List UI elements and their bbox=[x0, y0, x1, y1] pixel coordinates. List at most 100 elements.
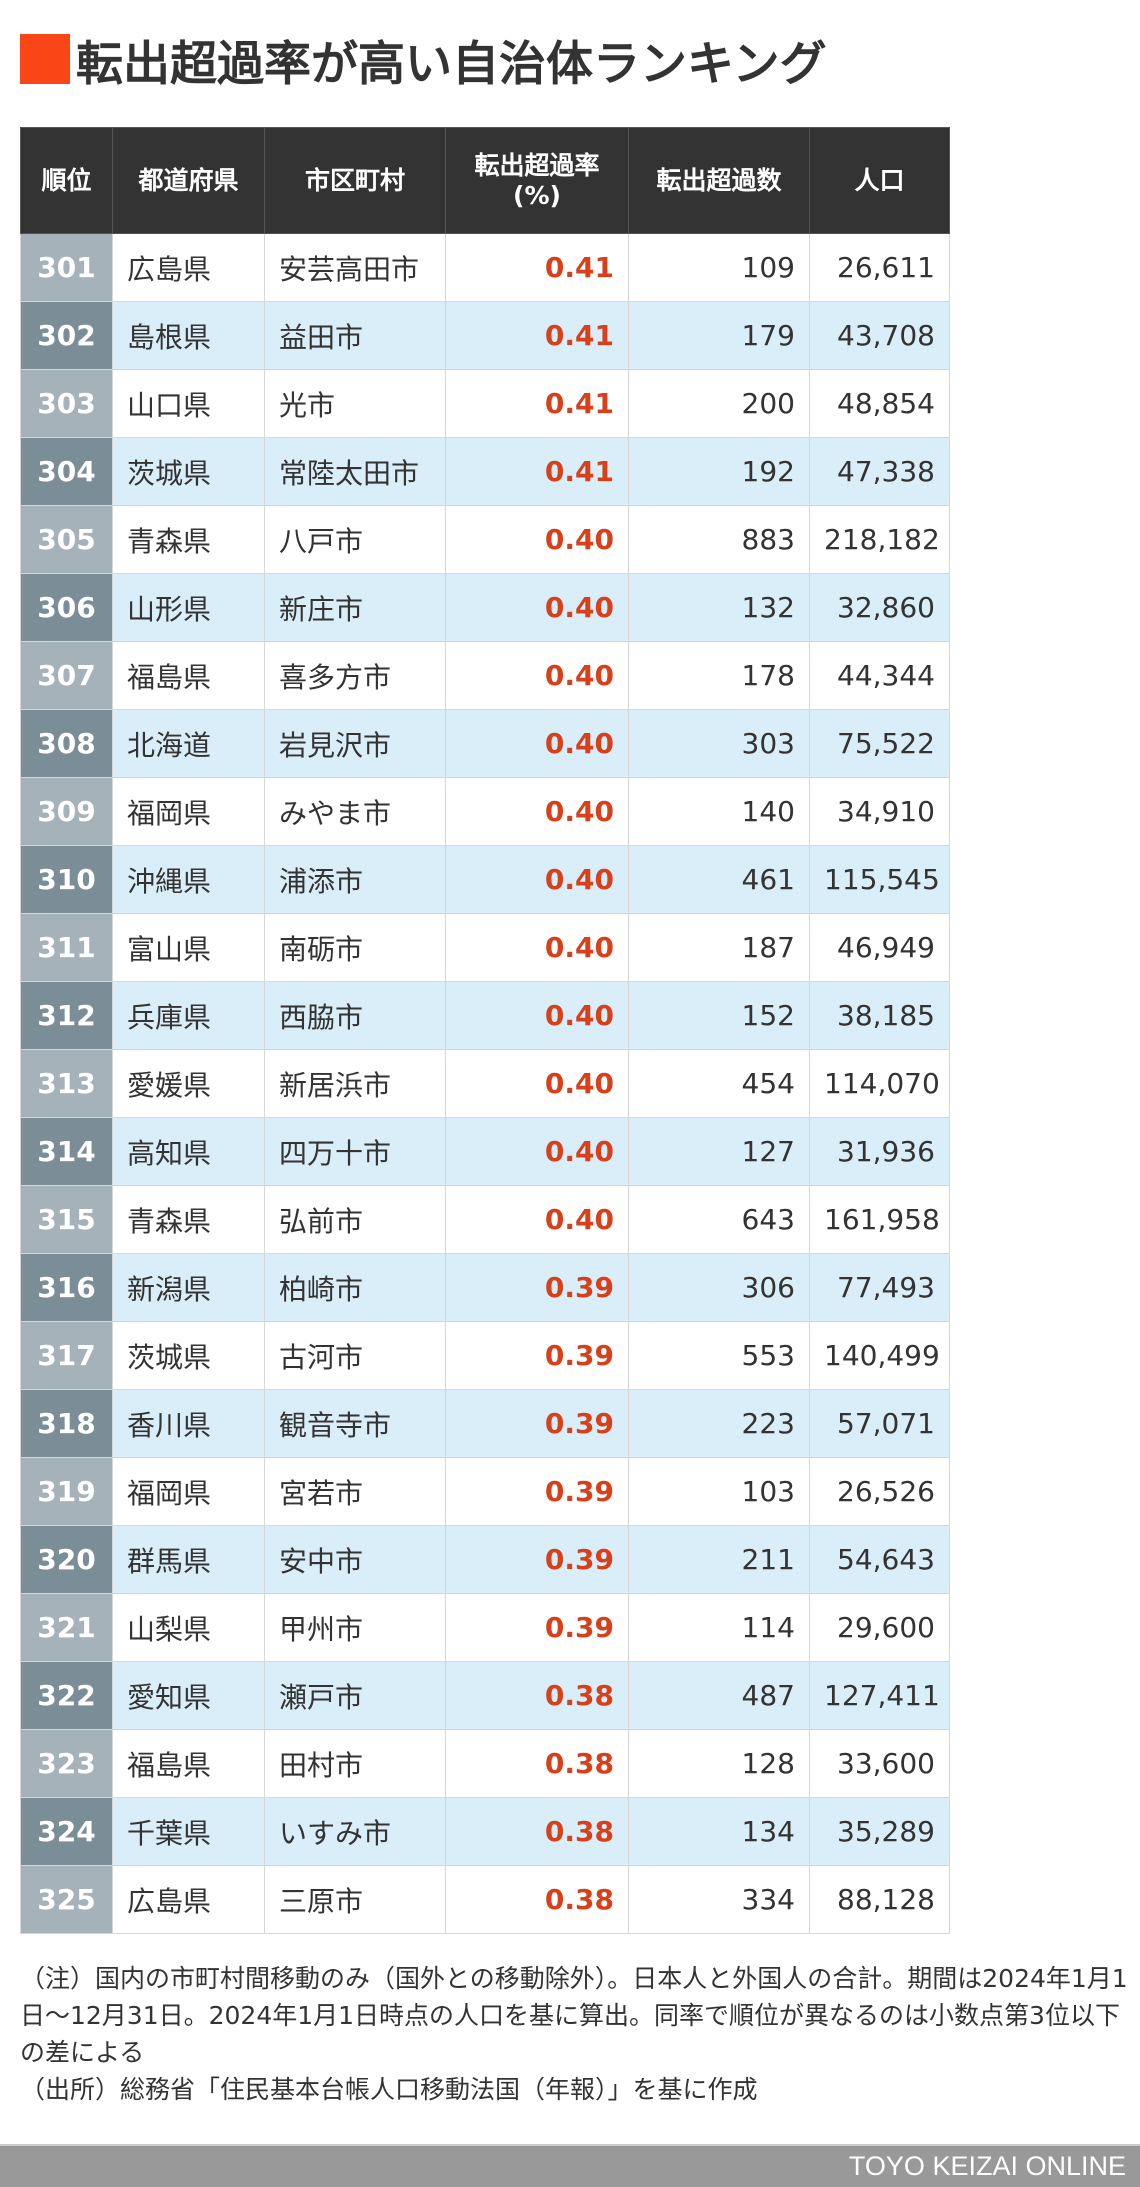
cell-prefecture: 群馬県 bbox=[112, 1525, 265, 1594]
cell-outflow-rate: 0.41 bbox=[445, 233, 629, 302]
cell-rank: 307 bbox=[20, 641, 113, 710]
cell-population: 44,344 bbox=[809, 641, 950, 710]
cell-rank: 303 bbox=[20, 369, 113, 438]
table-row: 322 愛知県 瀬戸市 0.38 487 127,411 bbox=[20, 1661, 950, 1730]
table-row: 317 茨城県 古河市 0.39 553 140,499 bbox=[20, 1321, 950, 1390]
cell-rank: 309 bbox=[20, 777, 113, 846]
cell-rank: 320 bbox=[20, 1525, 113, 1594]
ranking-table: 順位 都道府県 市区町村 転出超過率 (%) 転出超過数 人口 301 広島県 安芸… bbox=[20, 127, 950, 1934]
table-row: 303 山口県 光市 0.41 200 48,854 bbox=[20, 369, 950, 438]
header-prefecture: 都道府県 bbox=[112, 127, 265, 234]
cell-outflow-rate: 0.40 bbox=[445, 845, 629, 914]
table-row: 313 愛媛県 新居浜市 0.40 454 114,070 bbox=[20, 1049, 950, 1118]
cell-municipality: 宮若市 bbox=[264, 1457, 446, 1526]
cell-rank: 324 bbox=[20, 1797, 113, 1866]
cell-prefecture: 山形県 bbox=[112, 573, 265, 642]
cell-municipality: 三原市 bbox=[264, 1865, 446, 1934]
table-row: 316 新潟県 柏崎市 0.39 306 77,493 bbox=[20, 1253, 950, 1322]
cell-population: 46,949 bbox=[809, 913, 950, 982]
cell-outflow-rate: 0.38 bbox=[445, 1797, 629, 1866]
table-row: 302 島根県 益田市 0.41 179 43,708 bbox=[20, 301, 950, 370]
table-row: 323 福島県 田村市 0.38 128 33,600 bbox=[20, 1729, 950, 1798]
cell-prefecture: 新潟県 bbox=[112, 1253, 265, 1322]
cell-outflow-count: 114 bbox=[628, 1593, 810, 1662]
cell-outflow-count: 643 bbox=[628, 1185, 810, 1254]
title-accent-mark bbox=[20, 34, 70, 84]
header-outflow-rate: 転出超過率 (%) bbox=[445, 127, 629, 234]
cell-prefecture: 山口県 bbox=[112, 369, 265, 438]
table-row: 319 福岡県 宮若市 0.39 103 26,526 bbox=[20, 1457, 950, 1526]
cell-rank: 317 bbox=[20, 1321, 113, 1390]
cell-prefecture: 北海道 bbox=[112, 709, 265, 778]
cell-municipality: いすみ市 bbox=[264, 1797, 446, 1866]
cell-rank: 316 bbox=[20, 1253, 113, 1322]
cell-rank: 314 bbox=[20, 1117, 113, 1186]
cell-municipality: 益田市 bbox=[264, 301, 446, 370]
cell-outflow-count: 132 bbox=[628, 573, 810, 642]
cell-municipality: 喜多方市 bbox=[264, 641, 446, 710]
cell-prefecture: 富山県 bbox=[112, 913, 265, 982]
cell-population: 33,600 bbox=[809, 1729, 950, 1798]
cell-prefecture: 沖縄県 bbox=[112, 845, 265, 914]
cell-population: 35,289 bbox=[809, 1797, 950, 1866]
cell-population: 77,493 bbox=[809, 1253, 950, 1322]
cell-population: 114,070 bbox=[809, 1049, 950, 1118]
table-row: 310 沖縄県 浦添市 0.40 461 115,545 bbox=[20, 845, 950, 914]
cell-rank: 306 bbox=[20, 573, 113, 642]
page-title: 転出超過率が高い自治体ランキング bbox=[20, 30, 827, 92]
cell-outflow-count: 192 bbox=[628, 437, 810, 506]
cell-population: 161,958 bbox=[809, 1185, 950, 1254]
table-body: 301 広島県 安芸高田市 0.41 109 26,611 302 島根県 益田市 0.41 179… bbox=[20, 233, 950, 1934]
cell-outflow-rate: 0.40 bbox=[445, 573, 629, 642]
cell-rank: 325 bbox=[20, 1865, 113, 1934]
cell-municipality: みやま市 bbox=[264, 777, 446, 846]
cell-outflow-rate: 0.39 bbox=[445, 1593, 629, 1662]
cell-prefecture: 島根県 bbox=[112, 301, 265, 370]
cell-outflow-rate: 0.41 bbox=[445, 369, 629, 438]
cell-municipality: 安芸高田市 bbox=[264, 233, 446, 302]
cell-prefecture: 広島県 bbox=[112, 1865, 265, 1934]
footer-bar: TOYO KEIZAI ONLINE bbox=[0, 2144, 1140, 2187]
cell-rank: 301 bbox=[20, 233, 113, 302]
cell-outflow-rate: 0.40 bbox=[445, 1185, 629, 1254]
cell-rank: 305 bbox=[20, 505, 113, 574]
cell-prefecture: 広島県 bbox=[112, 233, 265, 302]
cell-population: 32,860 bbox=[809, 573, 950, 642]
cell-outflow-count: 223 bbox=[628, 1389, 810, 1458]
cell-prefecture: 千葉県 bbox=[112, 1797, 265, 1866]
cell-municipality: 柏崎市 bbox=[264, 1253, 446, 1322]
cell-municipality: 八戸市 bbox=[264, 505, 446, 574]
cell-prefecture: 茨城県 bbox=[112, 1321, 265, 1390]
cell-municipality: 田村市 bbox=[264, 1729, 446, 1798]
cell-population: 218,182 bbox=[809, 505, 950, 574]
cell-prefecture: 青森県 bbox=[112, 505, 265, 574]
cell-rank: 311 bbox=[20, 913, 113, 982]
cell-outflow-count: 152 bbox=[628, 981, 810, 1050]
cell-municipality: 浦添市 bbox=[264, 845, 446, 914]
cell-prefecture: 愛知県 bbox=[112, 1661, 265, 1730]
cell-population: 29,600 bbox=[809, 1593, 950, 1662]
cell-rank: 313 bbox=[20, 1049, 113, 1118]
cell-outflow-count: 454 bbox=[628, 1049, 810, 1118]
cell-population: 127,411 bbox=[809, 1661, 950, 1730]
cell-outflow-rate: 0.40 bbox=[445, 913, 629, 982]
cell-population: 115,545 bbox=[809, 845, 950, 914]
cell-rank: 315 bbox=[20, 1185, 113, 1254]
cell-outflow-count: 187 bbox=[628, 913, 810, 982]
cell-outflow-rate: 0.39 bbox=[445, 1525, 629, 1594]
notes: （注）国内の市町村間移動のみ（国外との移動除外）。日本人と外国人の合計。期間は2… bbox=[20, 1960, 1130, 2108]
cell-outflow-count: 178 bbox=[628, 641, 810, 710]
cell-rank: 318 bbox=[20, 1389, 113, 1458]
cell-rank: 312 bbox=[20, 981, 113, 1050]
cell-municipality: 岩見沢市 bbox=[264, 709, 446, 778]
cell-outflow-rate: 0.40 bbox=[445, 709, 629, 778]
cell-rank: 302 bbox=[20, 301, 113, 370]
cell-population: 47,338 bbox=[809, 437, 950, 506]
table-row: 312 兵庫県 西脇市 0.40 152 38,185 bbox=[20, 981, 950, 1050]
cell-outflow-rate: 0.38 bbox=[445, 1661, 629, 1730]
cell-outflow-rate: 0.40 bbox=[445, 981, 629, 1050]
table-row: 318 香川県 観音寺市 0.39 223 57,071 bbox=[20, 1389, 950, 1458]
cell-prefecture: 高知県 bbox=[112, 1117, 265, 1186]
cell-outflow-rate: 0.39 bbox=[445, 1253, 629, 1322]
cell-outflow-count: 134 bbox=[628, 1797, 810, 1866]
